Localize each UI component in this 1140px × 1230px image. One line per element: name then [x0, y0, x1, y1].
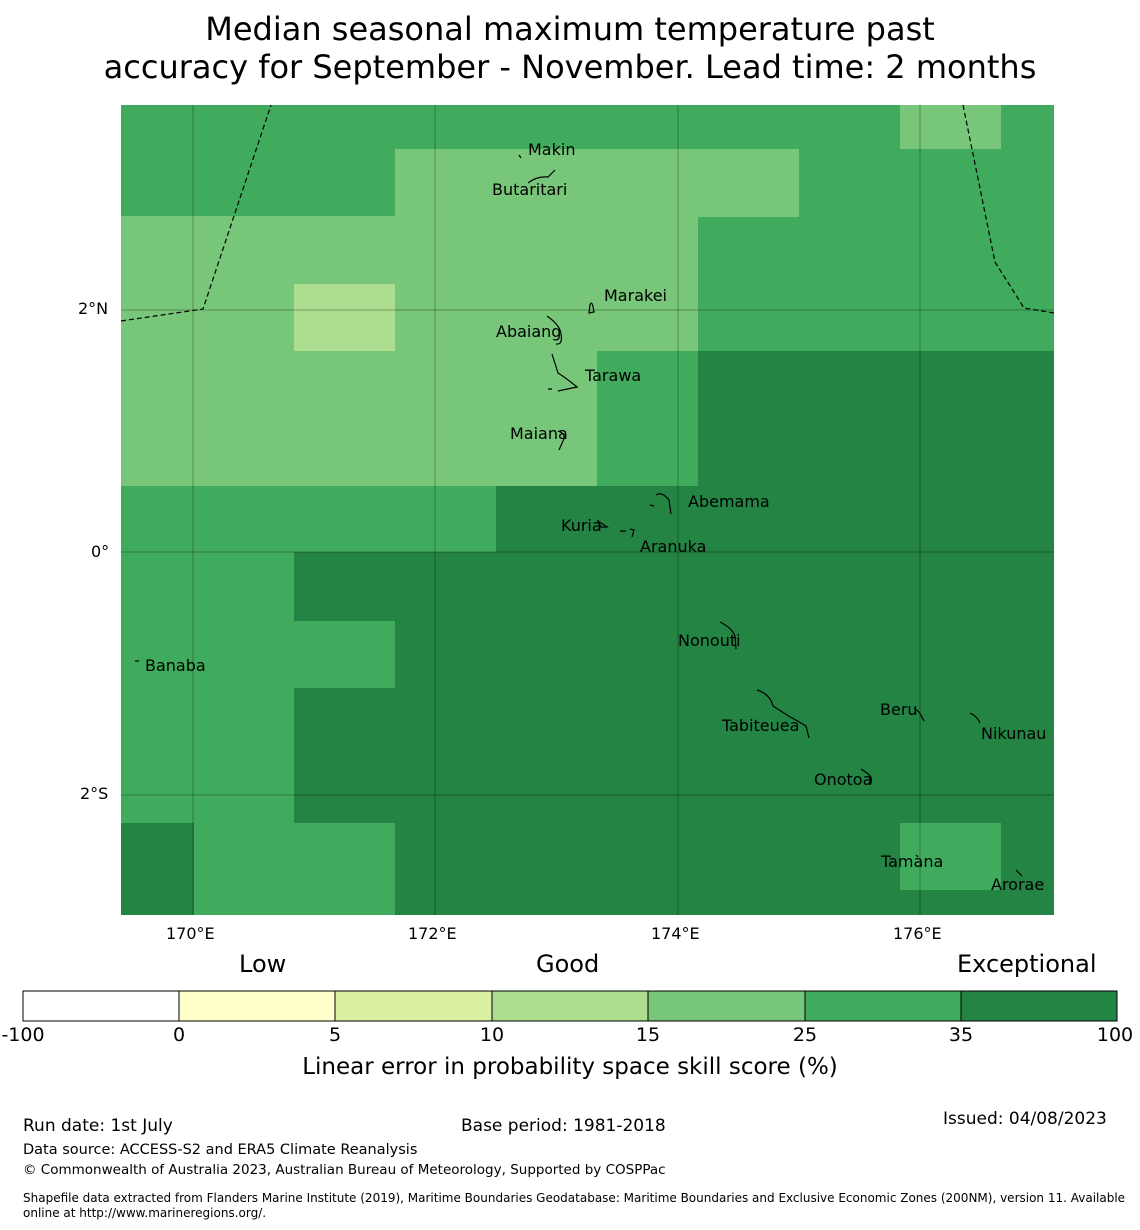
- map-title: Median seasonal maximum temperature past…: [0, 10, 1140, 86]
- abemama-island-shape: [649, 493, 672, 515]
- colorbar-swatch-10-15: [491, 990, 649, 1022]
- graticule: [121, 105, 1054, 915]
- lat-tick-2n: 2°N: [78, 299, 109, 318]
- island-label-nikunau: Nikunau: [981, 724, 1047, 743]
- tarawa-island-shape: [548, 353, 579, 392]
- onotoa-island-shape: [860, 768, 873, 786]
- makin-island-shape: [518, 154, 522, 159]
- colorbar-category-good: Good: [536, 950, 600, 978]
- colorbar-category-exceptional: Exceptional: [957, 950, 1097, 978]
- colorbar-swatch-35-100: [960, 990, 1118, 1022]
- arorae-island-shape: [1015, 869, 1023, 877]
- raster-cell: [597, 351, 698, 486]
- butaritari-island-shape: [527, 169, 556, 184]
- island-label-tamana: Tamana: [881, 852, 944, 871]
- island-label-marakei: Marakei: [604, 286, 667, 305]
- data-source: Data source: ACCESS-S2 and ERA5 Climate …: [23, 1142, 418, 1158]
- island-label-abaiang: Abaiang: [496, 322, 562, 341]
- raster-cell: [294, 284, 395, 351]
- maiana-island-shape: [557, 430, 565, 451]
- beru-island-shape: [913, 707, 925, 722]
- map-title-line-1: Median seasonal maximum temperature past: [205, 10, 935, 48]
- island-label-tabiteuea: Tabiteuea: [722, 716, 800, 735]
- issued-date: Issued: 04/08/2023: [943, 1109, 1107, 1129]
- colorbar-tick-0: 0: [172, 1024, 186, 1046]
- island-shapes: [135, 154, 1023, 877]
- shapefile-credit-line-2: online at http://www.marineregions.org/.: [23, 1206, 267, 1220]
- aranuka-island-shape: [620, 528, 635, 538]
- colorbar-swatch-15-25: [647, 990, 806, 1022]
- colorbar-tick-100: 100: [1096, 1024, 1134, 1046]
- island-label-onotoa: Onotoa: [814, 770, 873, 789]
- lat-tick-2s: 2°S: [80, 784, 109, 803]
- colorbar-tick-25: 25: [792, 1024, 818, 1046]
- eez-boundary: [120, 104, 1055, 322]
- raster-cell: [294, 688, 395, 823]
- island-label-abemama: Abemama: [688, 492, 770, 511]
- tabiteuea-island-shape: [756, 689, 810, 739]
- colorbar-tick-35: 35: [948, 1024, 974, 1046]
- island-label-tarawa: Tarawa: [585, 366, 642, 385]
- base-period: Base period: 1981-2018: [461, 1116, 666, 1136]
- abaiang-island-shape: [546, 315, 563, 345]
- lon-tick-170e: 170°E: [166, 924, 215, 943]
- colorbar-category-low: Low: [239, 950, 287, 978]
- copyright: © Commonwealth of Australia 2023, Austra…: [23, 1162, 666, 1178]
- island-label-nonouti: Nonouti: [678, 631, 741, 650]
- tamana-island-shape: [915, 854, 919, 858]
- raster-cell: [395, 149, 799, 217]
- nikunau-island-shape: [969, 712, 981, 724]
- eez-boundary-east: [962, 104, 1055, 314]
- colorbar-tick-15: 15: [635, 1024, 661, 1046]
- colorbar-tick-10: 10: [479, 1024, 505, 1046]
- island-label-arorae: Arorae: [991, 875, 1045, 894]
- raster-cell: [900, 105, 1001, 149]
- island-label-beru: Beru: [880, 700, 918, 719]
- island-label-kuria: Kuria: [561, 516, 602, 535]
- island-label-butaritari: Butaritari: [492, 180, 568, 199]
- colorbar-tick-neg100: -100: [1, 1024, 45, 1046]
- nonouti-island-shape: [719, 621, 737, 650]
- island-label-maiana: Maiana: [510, 424, 568, 443]
- lon-tick-174e: 174°E: [651, 924, 700, 943]
- raster-cell: [121, 823, 194, 915]
- lon-tick-172e: 172°E: [408, 924, 457, 943]
- colorbar-swatch-neg100-0: [22, 990, 180, 1022]
- colorbar-tick-5: 5: [328, 1024, 342, 1046]
- island-label-makin: Makin: [528, 140, 576, 159]
- skill-raster: [121, 105, 1054, 915]
- lon-tick-176e: 176°E: [893, 924, 942, 943]
- kuria-island-shape: [596, 519, 609, 528]
- marakei-island-shape: [588, 302, 595, 314]
- eez-boundary-west: [120, 104, 272, 322]
- map-title-line-2: accuracy for September - November. Lead …: [103, 48, 1037, 86]
- colorbar: [22, 990, 1118, 1022]
- shapefile-credit-line-1: Shapefile data extracted from Flanders M…: [23, 1191, 1126, 1205]
- run-date: Run date: 1st July: [23, 1116, 173, 1136]
- lat-tick-0: 0°: [91, 542, 110, 561]
- colorbar-title: Linear error in probability space skill …: [302, 1054, 838, 1080]
- colorbar-swatch-5-10: [334, 990, 493, 1022]
- colorbar-swatch-25-35: [804, 990, 962, 1022]
- island-label-banaba: Banaba: [145, 656, 206, 675]
- island-label-aranuka: Aranuka: [640, 537, 707, 556]
- colorbar-swatch-0-5: [178, 990, 336, 1022]
